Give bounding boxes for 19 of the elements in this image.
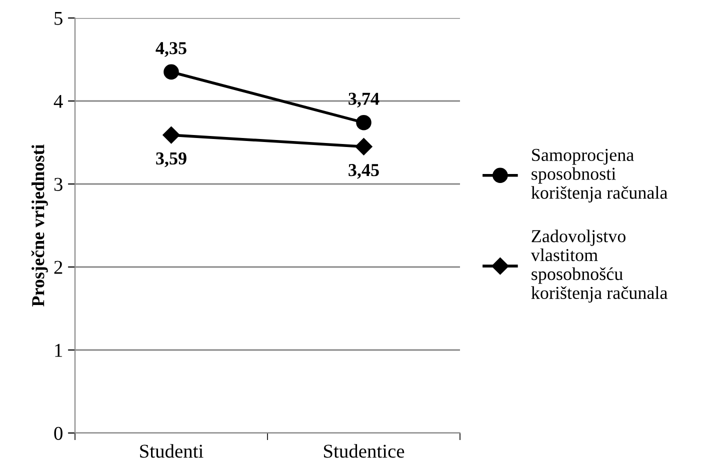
- y-tick-label: 3: [54, 178, 62, 191]
- data-label: 3,74: [348, 92, 380, 108]
- legend-label: Zadovoljstvo vlastitom sposobnošću korištenja računala: [530, 230, 668, 303]
- point: [355, 138, 372, 156]
- data-label: 3,59: [156, 152, 186, 168]
- x-tick-label: Studenti: [140, 444, 204, 458]
- point: [164, 64, 179, 80]
- data-label: 3,45: [348, 164, 379, 179]
- legend-label: Samoprocjena sposobnosti korištenja računala: [531, 148, 668, 202]
- y-tick-label: 0: [54, 426, 62, 440]
- y-tick-label: 2: [54, 260, 62, 274]
- y-axis-title: Prosječne vrijednosti: [31, 144, 48, 307]
- y-tick-label: 1: [55, 344, 62, 357]
- point: [162, 126, 180, 144]
- y-tick-label: 4: [54, 94, 63, 108]
- y-tick-label: 5: [54, 12, 62, 25]
- point: [356, 114, 372, 130]
- x-tick-label: Studentice: [324, 444, 404, 458]
- data-label: 4,35: [156, 42, 186, 57]
